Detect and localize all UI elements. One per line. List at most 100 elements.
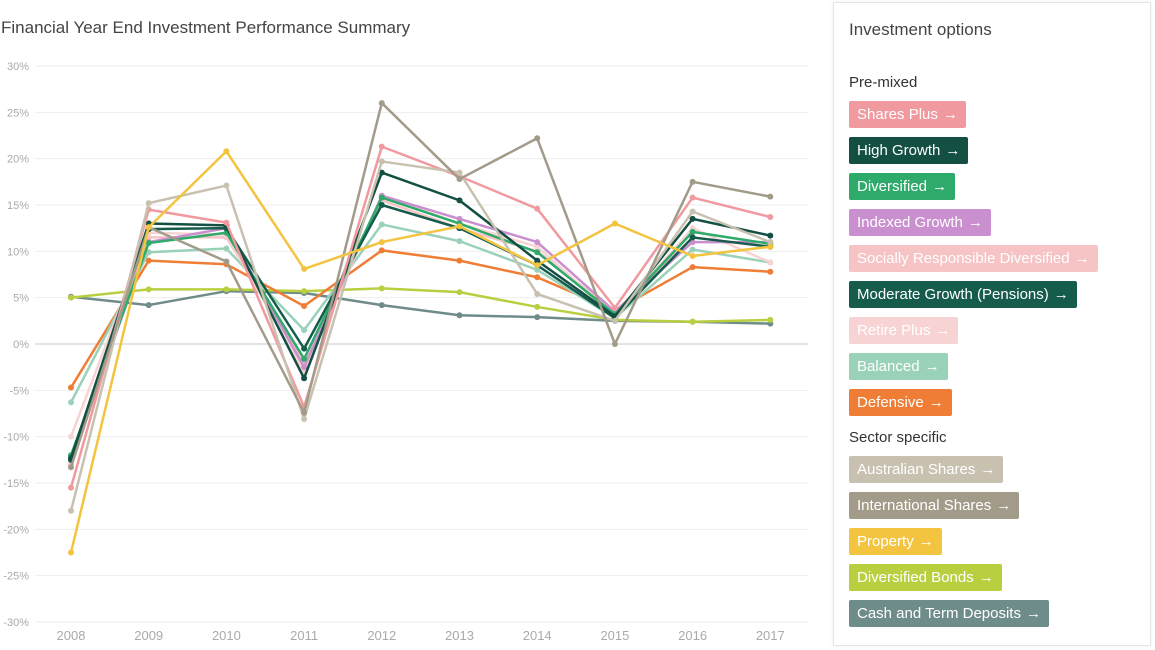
y-tick-label: 30% <box>7 61 29 73</box>
option-button-defensive[interactable]: Defensive → <box>849 389 952 416</box>
data-point <box>689 252 696 259</box>
data-point <box>145 302 152 309</box>
data-point <box>456 312 463 319</box>
data-point <box>378 302 385 309</box>
series-line <box>69 150 772 554</box>
data-point <box>223 219 230 226</box>
x-tick-label: 2016 <box>678 628 707 643</box>
data-point <box>68 294 74 301</box>
data-point <box>689 215 696 222</box>
option-label: Moderate Growth (Pensions) <box>857 286 1049 303</box>
option-label: High Growth <box>857 142 941 159</box>
data-point <box>767 214 774 221</box>
data-point <box>456 215 463 222</box>
option-button-cash-and-term-deposits[interactable]: Cash and Term Deposits → <box>849 600 1049 627</box>
option-button-balanced[interactable]: Balanced → <box>849 353 948 380</box>
data-point <box>301 416 308 423</box>
option-label: Socially Responsible Diversified <box>857 250 1070 267</box>
y-tick-label: 10% <box>7 246 29 258</box>
data-point <box>301 364 308 371</box>
data-point <box>378 285 385 292</box>
arrow-right-icon: → <box>924 358 940 375</box>
y-tick-label: 0% <box>13 339 29 351</box>
arrow-right-icon: → <box>1025 605 1041 622</box>
option-label: Shares Plus <box>857 106 938 123</box>
arrow-right-icon: → <box>935 322 951 339</box>
option-button-moderate-growth-pensions[interactable]: Moderate Growth (Pensions) → <box>849 281 1077 308</box>
arrow-right-icon: → <box>1074 250 1090 267</box>
data-point <box>767 316 774 323</box>
arrow-right-icon: → <box>978 569 994 586</box>
data-point <box>301 409 308 416</box>
y-axis-ticks: 30% 25% 20% 15% 10% 5% 0% -5% -10% -15% -20% -25% -3… <box>3 61 29 629</box>
data-point <box>534 262 541 269</box>
series-shares-plus <box>68 143 774 491</box>
data-point <box>301 265 308 272</box>
option-button-shares-plus[interactable]: Shares Plus → <box>849 101 966 128</box>
data-point <box>611 220 618 227</box>
data-point <box>68 484 74 491</box>
data-point <box>534 303 541 310</box>
option-button-socially-responsible-diversified[interactable]: Socially Responsible Diversified → <box>849 245 1098 272</box>
option-label: Indexed Growth <box>857 214 963 231</box>
option-button-international-shares[interactable]: International Shares → <box>849 492 1020 519</box>
data-point <box>223 148 230 155</box>
data-point <box>534 257 541 264</box>
data-point <box>378 100 385 107</box>
option-button-australian-shares[interactable]: Australian Shares → <box>849 456 1004 483</box>
option-label: Balanced <box>857 358 920 375</box>
option-button-retire-plus[interactable]: Retire Plus → <box>849 317 959 344</box>
data-point <box>767 259 774 266</box>
data-point <box>145 257 152 264</box>
x-tick-label: 2013 <box>445 628 474 643</box>
data-point <box>378 239 385 246</box>
investment-options-panel: Investment options Pre-mixed Shares Plus →… <box>833 2 1151 646</box>
data-point <box>301 303 308 310</box>
option-label: Diversified <box>857 178 928 195</box>
data-point <box>611 341 618 347</box>
data-point <box>534 239 541 246</box>
series-australian-shares <box>68 158 774 514</box>
y-tick-label: -15% <box>3 478 29 490</box>
arrow-right-icon: → <box>1053 286 1069 303</box>
data-point <box>534 205 541 212</box>
x-tick-label: 2012 <box>367 628 396 643</box>
arrow-right-icon: → <box>996 497 1012 514</box>
series-line <box>69 160 772 513</box>
data-point <box>378 158 385 165</box>
data-point <box>378 202 385 208</box>
group-heading: Pre-mixed <box>849 74 918 91</box>
option-label: Retire Plus <box>857 322 931 339</box>
series-defensive <box>68 247 774 391</box>
x-tick-label: 2008 <box>57 628 86 643</box>
arrow-right-icon: → <box>928 394 944 411</box>
y-tick-label: -20% <box>3 524 29 536</box>
data-point <box>456 238 463 245</box>
option-button-property[interactable]: Property → <box>849 528 942 555</box>
option-button-indexed-growth[interactable]: Indexed Growth → <box>849 209 991 236</box>
option-label: International Shares <box>857 497 992 514</box>
option-button-diversified[interactable]: Diversified → <box>849 173 956 200</box>
data-point <box>223 245 230 252</box>
data-point <box>767 239 774 246</box>
arrow-right-icon: → <box>945 142 961 159</box>
data-point <box>145 286 152 293</box>
data-point <box>378 247 385 254</box>
series-line <box>69 249 772 389</box>
data-point <box>456 197 463 204</box>
data-point <box>378 143 385 150</box>
data-point <box>145 239 152 246</box>
option-label: Diversified Bonds <box>857 569 974 586</box>
data-point <box>456 223 463 230</box>
option-button-diversified-bonds[interactable]: Diversified Bonds → <box>849 564 1002 591</box>
data-point <box>145 224 152 231</box>
series-lines <box>68 100 774 556</box>
series-line <box>69 287 772 324</box>
data-point <box>534 274 541 281</box>
y-tick-label: 15% <box>7 200 29 212</box>
option-button-high-growth[interactable]: High Growth → <box>849 137 969 164</box>
option-label: Defensive <box>857 394 924 411</box>
data-point <box>223 258 230 265</box>
x-tick-label: 2017 <box>756 628 785 643</box>
arrow-right-icon: → <box>980 461 996 478</box>
